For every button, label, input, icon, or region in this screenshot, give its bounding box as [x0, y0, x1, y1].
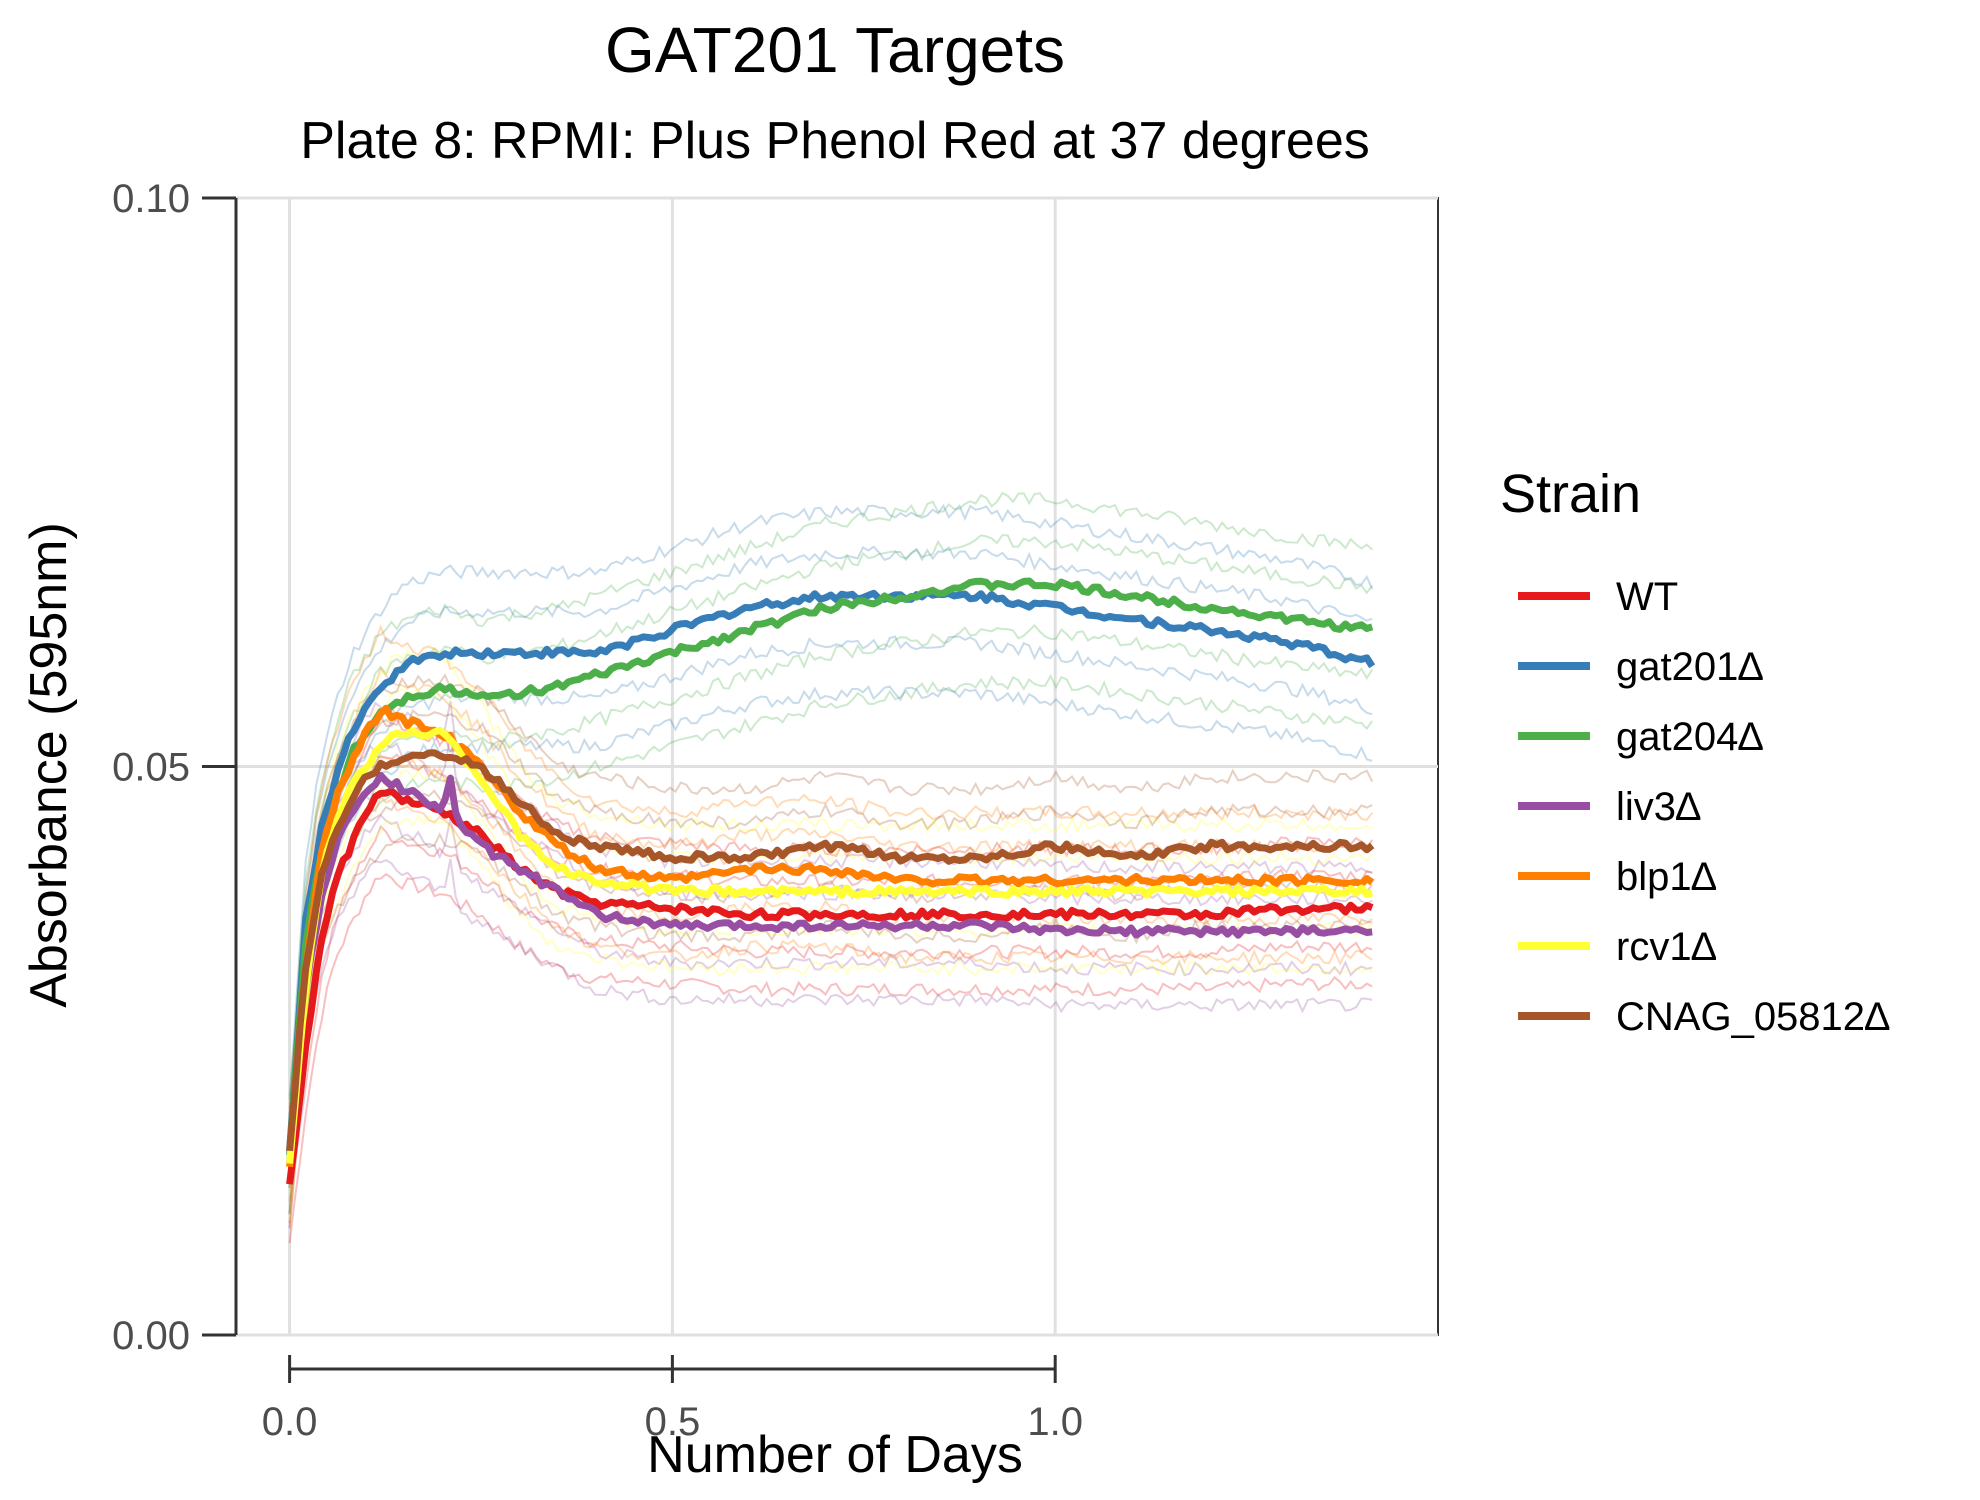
x-axis-title: Number of Days: [647, 1426, 1023, 1484]
series-line: [286, 704, 1375, 1168]
legend-label: gat204∆: [1616, 715, 1763, 759]
replicate-line: [288, 813, 1373, 1189]
replicate-line: [288, 858, 1373, 1229]
replicate-line: [288, 708, 1373, 1122]
legend-label: blp1∆: [1616, 855, 1717, 899]
legend-label: liv3∆: [1616, 785, 1701, 829]
replicate-line: [288, 872, 1373, 1244]
y-tick-label: 0.05: [112, 746, 190, 790]
replicate-line: [288, 623, 1374, 1188]
axes: 0.0 0.5 1.0 0.00 0.05 0.10: [112, 177, 1083, 1444]
replicate-lines: [288, 491, 1374, 1244]
y-axis-title: Absorbance (595nm): [20, 522, 78, 1008]
replicate-line: [288, 814, 1373, 1221]
legend-title: Strain: [1500, 464, 1641, 524]
legend-label: CNAG_05812∆: [1616, 995, 1890, 1039]
y-tick-label: 0.10: [112, 177, 190, 221]
legend-label: gat201∆: [1616, 645, 1763, 689]
legend-label: rcv1∆: [1616, 925, 1717, 969]
x-tick-label: 0.0: [262, 1400, 318, 1444]
replicate-line: [288, 687, 1373, 1135]
replicate-line: [288, 491, 1373, 1097]
series-line: [286, 787, 1374, 1185]
y-tick-label: 0.00: [112, 1314, 190, 1358]
chart-title: GAT201 Targets: [605, 14, 1065, 86]
x-tick-label: 0.5: [645, 1400, 701, 1444]
replicate-line: [288, 753, 1373, 1170]
replicate-line: [288, 685, 1373, 1214]
replicate-line: [288, 624, 1373, 1116]
legend-label: WT: [1616, 575, 1678, 619]
replicate-line: [288, 673, 1374, 1214]
series-line: [286, 577, 1374, 1156]
x-tick-label: 1.0: [1027, 1400, 1083, 1444]
series-line: [286, 771, 1373, 1164]
replicate-line: [288, 824, 1373, 1224]
series-line: [286, 588, 1376, 1152]
series-line: [286, 749, 1375, 1152]
replicate-line: [288, 734, 1373, 1137]
series-lines: [286, 577, 1376, 1185]
legend: Strain WT gat201∆ gat204∆ liv3∆ blp1∆ rcv1∆ CN…: [1500, 464, 1890, 1039]
chart-subtitle: Plate 8: RPMI: Plus Phenol Red at 37 deg…: [300, 112, 1370, 170]
replicate-line: [288, 503, 1374, 1100]
replicate-line: [288, 648, 1373, 1121]
replicate-line: [288, 545, 1373, 1129]
replicate-line: [288, 795, 1373, 1229]
